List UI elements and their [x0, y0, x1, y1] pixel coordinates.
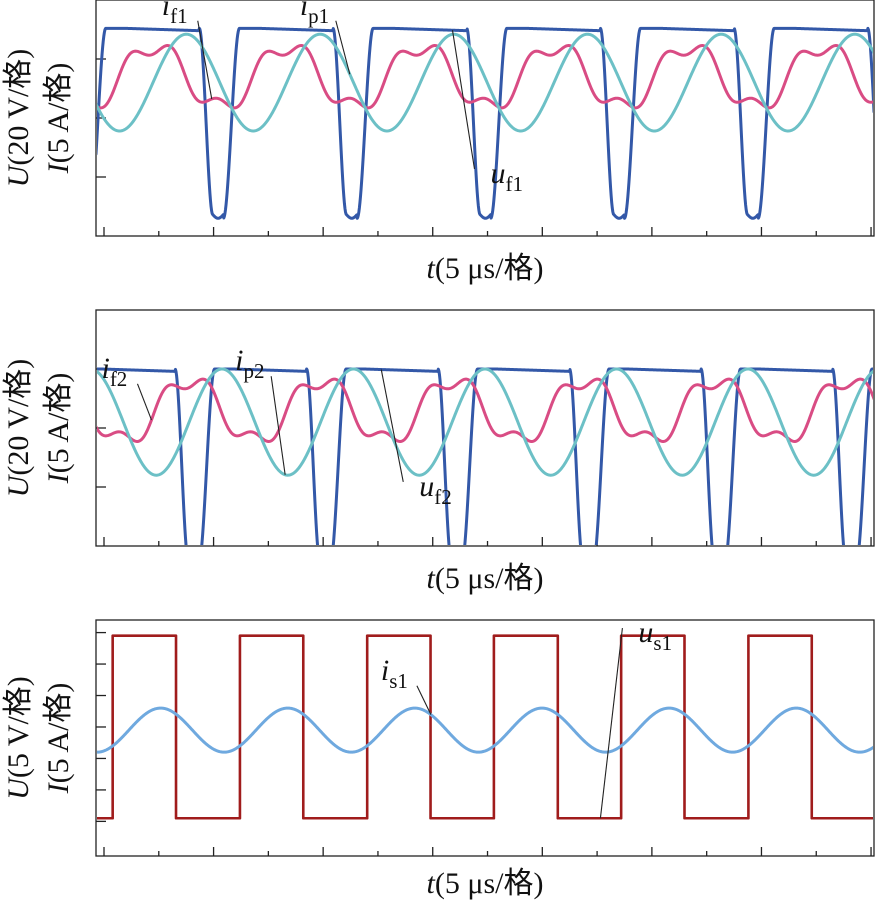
trace-i-p1: [97, 32, 873, 133]
label-leader-line: [335, 20, 351, 75]
x-axis-label: t(5 μs/格): [427, 562, 544, 595]
panel-3: us1 is1 t(5 μs/格) U(5 V/格) I(5 A/格): [2, 616, 875, 900]
label-leader-line: [380, 369, 404, 482]
trace-labels: us1 is1: [381, 616, 672, 819]
trace-i-p2: [97, 367, 873, 477]
plot-area: [95, 619, 875, 857]
trace-u-f2: [97, 367, 873, 545]
x-axis-label: t(5 μs/格): [427, 867, 544, 900]
trace-labels: uf2 if2 ip2: [101, 344, 451, 509]
y-axis-label-current: I(5 A/格): [42, 373, 75, 485]
label-i-s1: is1: [381, 654, 408, 693]
traces: [97, 367, 873, 545]
traces: [97, 634, 873, 820]
trace-u-f1: [97, 26, 873, 220]
label-i-p2: ip2: [235, 344, 264, 383]
plot-area: [95, 0, 875, 237]
trace-i-s1: [97, 706, 873, 754]
panel-2: uf2 if2 ip2 t(5 μs/格) U(20 V/格) I(5 A/格): [2, 309, 875, 595]
label-leader-line: [270, 376, 286, 475]
y-axis-label-voltage: U(20 V/格): [2, 359, 35, 498]
axis-ticks: [96, 631, 872, 856]
label-i-f2: if2: [101, 352, 127, 391]
label-i-p1: ip1: [300, 0, 329, 28]
y-axis-label-current: I(5 A/格): [42, 63, 75, 175]
plot-area: [95, 309, 875, 547]
label-i-f1: if1: [162, 0, 188, 28]
trace-i-f1: [97, 44, 873, 110]
label-leader-line: [451, 30, 476, 169]
panel-1: uf1 if1 ip1 t(5 μs/格) U(20 V/格) I(5 A/格): [2, 0, 875, 285]
label-u-s1: us1: [638, 616, 672, 655]
y-axis-label-voltage: U(20 V/格): [2, 49, 35, 188]
label-leader-line: [197, 20, 213, 100]
trace-i-f2: [97, 377, 873, 443]
label-u-f2: uf2: [419, 470, 452, 509]
label-u-f1: uf1: [490, 157, 523, 196]
label-leader-line: [599, 627, 623, 819]
traces: [97, 26, 873, 220]
trace-labels: uf1 if1 ip1: [162, 0, 523, 196]
x-axis-label: t(5 μs/格): [427, 252, 544, 285]
label-leader-line: [136, 383, 152, 421]
label-leader-line: [416, 685, 432, 715]
y-axis-label-current: I(5 A/格): [42, 683, 75, 795]
y-axis-label-voltage: U(5 V/格): [2, 676, 35, 800]
trace-u-s1: [97, 634, 873, 820]
